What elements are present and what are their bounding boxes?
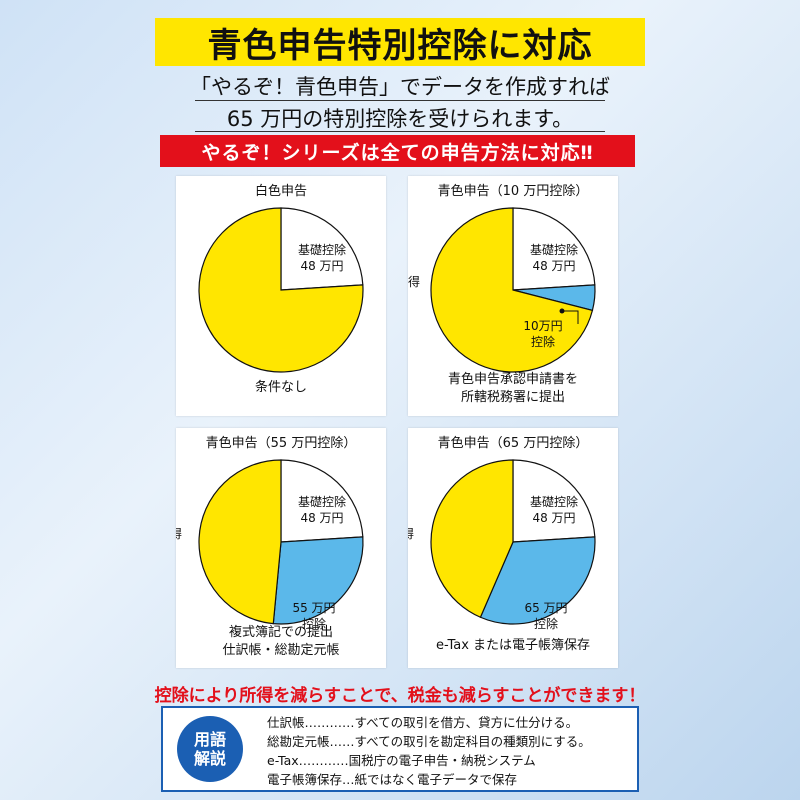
chart-title: 青色申告（55 万円控除）: [205, 436, 357, 451]
badge-line-2: 解説: [193, 749, 226, 768]
chart-note-line: 複式簿記での提出: [228, 625, 333, 640]
chart-note: 複式簿記での提出 仕訳帳・総勘定元帳: [176, 624, 386, 660]
leader-line: [562, 310, 579, 324]
pie-slice: [280, 207, 364, 291]
badge-line-1: 用語: [193, 730, 226, 749]
red-banner: やるぞ！シリーズは全ての申告方法に対応‼: [160, 135, 635, 167]
subtitle-line-1: 「やるぞ！青色申告」でデータを作成すれば: [190, 75, 610, 99]
slice-label: 55 万円控除: [292, 601, 335, 631]
pie-slice: [272, 536, 364, 625]
glossary-item: 電子帳簿保存…紙ではなく電子データで保存: [267, 772, 518, 787]
chart-note: e-Tax または電子帳簿保存: [408, 637, 618, 655]
footer-message: 控除により所得を減らすことで、税金も減らすことができます！: [154, 686, 646, 706]
title-banner: 青色申告特別控除に対応: [155, 18, 645, 66]
glossary-badge: 用語 解説: [177, 716, 243, 782]
slice-label: 基礎控除 48 万円: [530, 494, 578, 525]
chart-note-line: 所轄税務署に提出: [460, 390, 565, 405]
slice-label: 10万円控除: [523, 319, 562, 349]
glossary-item: e-Tax…………国税庁の電子申告・納税システム: [267, 753, 536, 768]
pie-slice: [280, 459, 364, 543]
red-banner-text: やるぞ！シリーズは全ての申告方法に対応‼: [201, 141, 594, 164]
pie-slice: [512, 459, 596, 543]
divider: [195, 131, 605, 132]
leader-dot: [559, 308, 565, 314]
slice-label: 基礎控除 48 万円: [530, 242, 578, 273]
pie-slice: [512, 207, 596, 291]
slice-label: 65 万円控除: [524, 601, 567, 631]
chart-note-line: 青色申告承認申請書を: [447, 372, 578, 387]
slice-label: 基礎控除 48 万円: [298, 242, 346, 273]
page-title: 青色申告特別控除に対応: [207, 25, 593, 66]
chart-note-line: e-Tax または電子帳簿保存: [435, 638, 591, 653]
slice-label: 課税所得: [408, 526, 414, 541]
chart-note-line: 仕訳帳・総勘定元帳: [222, 643, 340, 658]
chart-note: 青色申告承認申請書を 所轄税務署に提出: [408, 371, 618, 407]
chart-note: 条件なし: [176, 379, 386, 397]
slice-label: 課税所得: [176, 526, 182, 541]
subtitle-line-2: 65 万円の特別控除を受けられます。: [226, 107, 574, 131]
pie-slice: [198, 207, 364, 373]
slice-label: 課税所得: [408, 274, 420, 289]
pie-slice: [430, 207, 594, 373]
pie-slice: [479, 536, 596, 625]
glossary-item: 仕訳帳…………すべての取引を借方、貸方に仕分ける。: [267, 715, 579, 730]
pie-slice: [198, 459, 282, 625]
chart-title: 白色申告: [254, 184, 307, 199]
chart-title: 青色申告（65 万円控除）: [437, 436, 589, 451]
chart-title: 青色申告（10 万円控除）: [437, 184, 589, 199]
pie-slice: [430, 459, 514, 619]
divider: [195, 100, 605, 101]
glossary-item: 総勘定元帳……すべての取引を勘定科目の種類別にする。: [267, 734, 591, 749]
glossary-box: 用語 解説 仕訳帳…………すべての取引を借方、貸方に仕分ける。 総勘定元帳……す…: [161, 706, 639, 792]
chart-note-line: 条件なし: [254, 380, 307, 395]
slice-label: 基礎控除 48 万円: [298, 494, 346, 525]
